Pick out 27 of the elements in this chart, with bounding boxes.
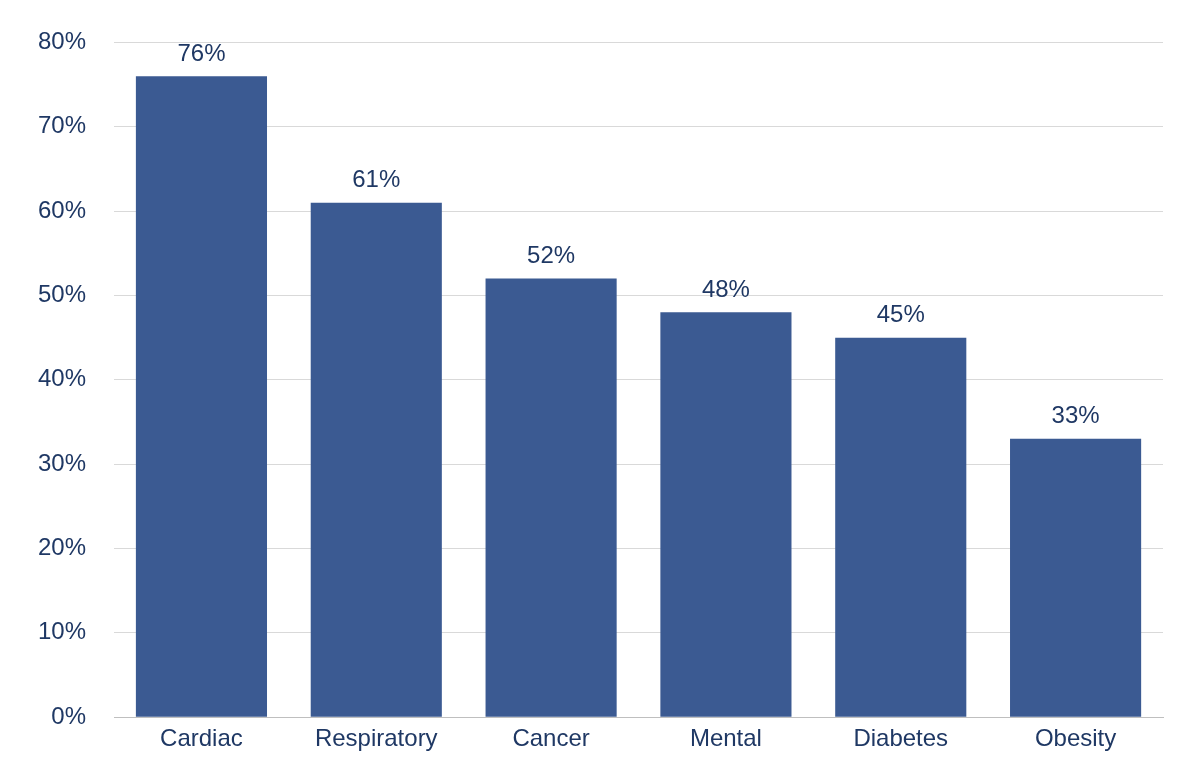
y-tick-label: 60%	[37, 195, 87, 223]
bar	[1010, 438, 1142, 717]
y-tick-label: 80%	[37, 27, 87, 55]
data-label: 33%	[1051, 401, 1100, 429]
y-tick-label: 50%	[37, 280, 87, 308]
y-tick-label: 70%	[37, 111, 87, 139]
x-tick-label: Respiratory	[314, 724, 438, 752]
x-tick-label: Obesity	[1034, 724, 1117, 752]
y-tick-label: 20%	[37, 533, 87, 561]
bar	[660, 312, 792, 717]
x-tick-label: Diabetes	[853, 724, 949, 752]
y-tick-label: 30%	[37, 448, 87, 476]
data-label: 48%	[701, 274, 750, 302]
bar	[310, 202, 442, 717]
data-label: 61%	[352, 165, 401, 193]
y-tick-label: 40%	[37, 364, 87, 392]
bar	[135, 76, 268, 717]
y-tick-label: 0%	[51, 701, 87, 729]
x-tick-label: Cancer	[512, 724, 590, 752]
y-tick-label: 10%	[37, 617, 87, 645]
x-tick-label: Mental	[689, 724, 762, 752]
data-label: 52%	[527, 241, 576, 269]
x-tick-label: Cardiac	[160, 724, 243, 752]
data-label: 76%	[177, 38, 226, 66]
bar	[835, 337, 967, 717]
data-label: 45%	[876, 300, 925, 328]
bar	[485, 278, 617, 717]
